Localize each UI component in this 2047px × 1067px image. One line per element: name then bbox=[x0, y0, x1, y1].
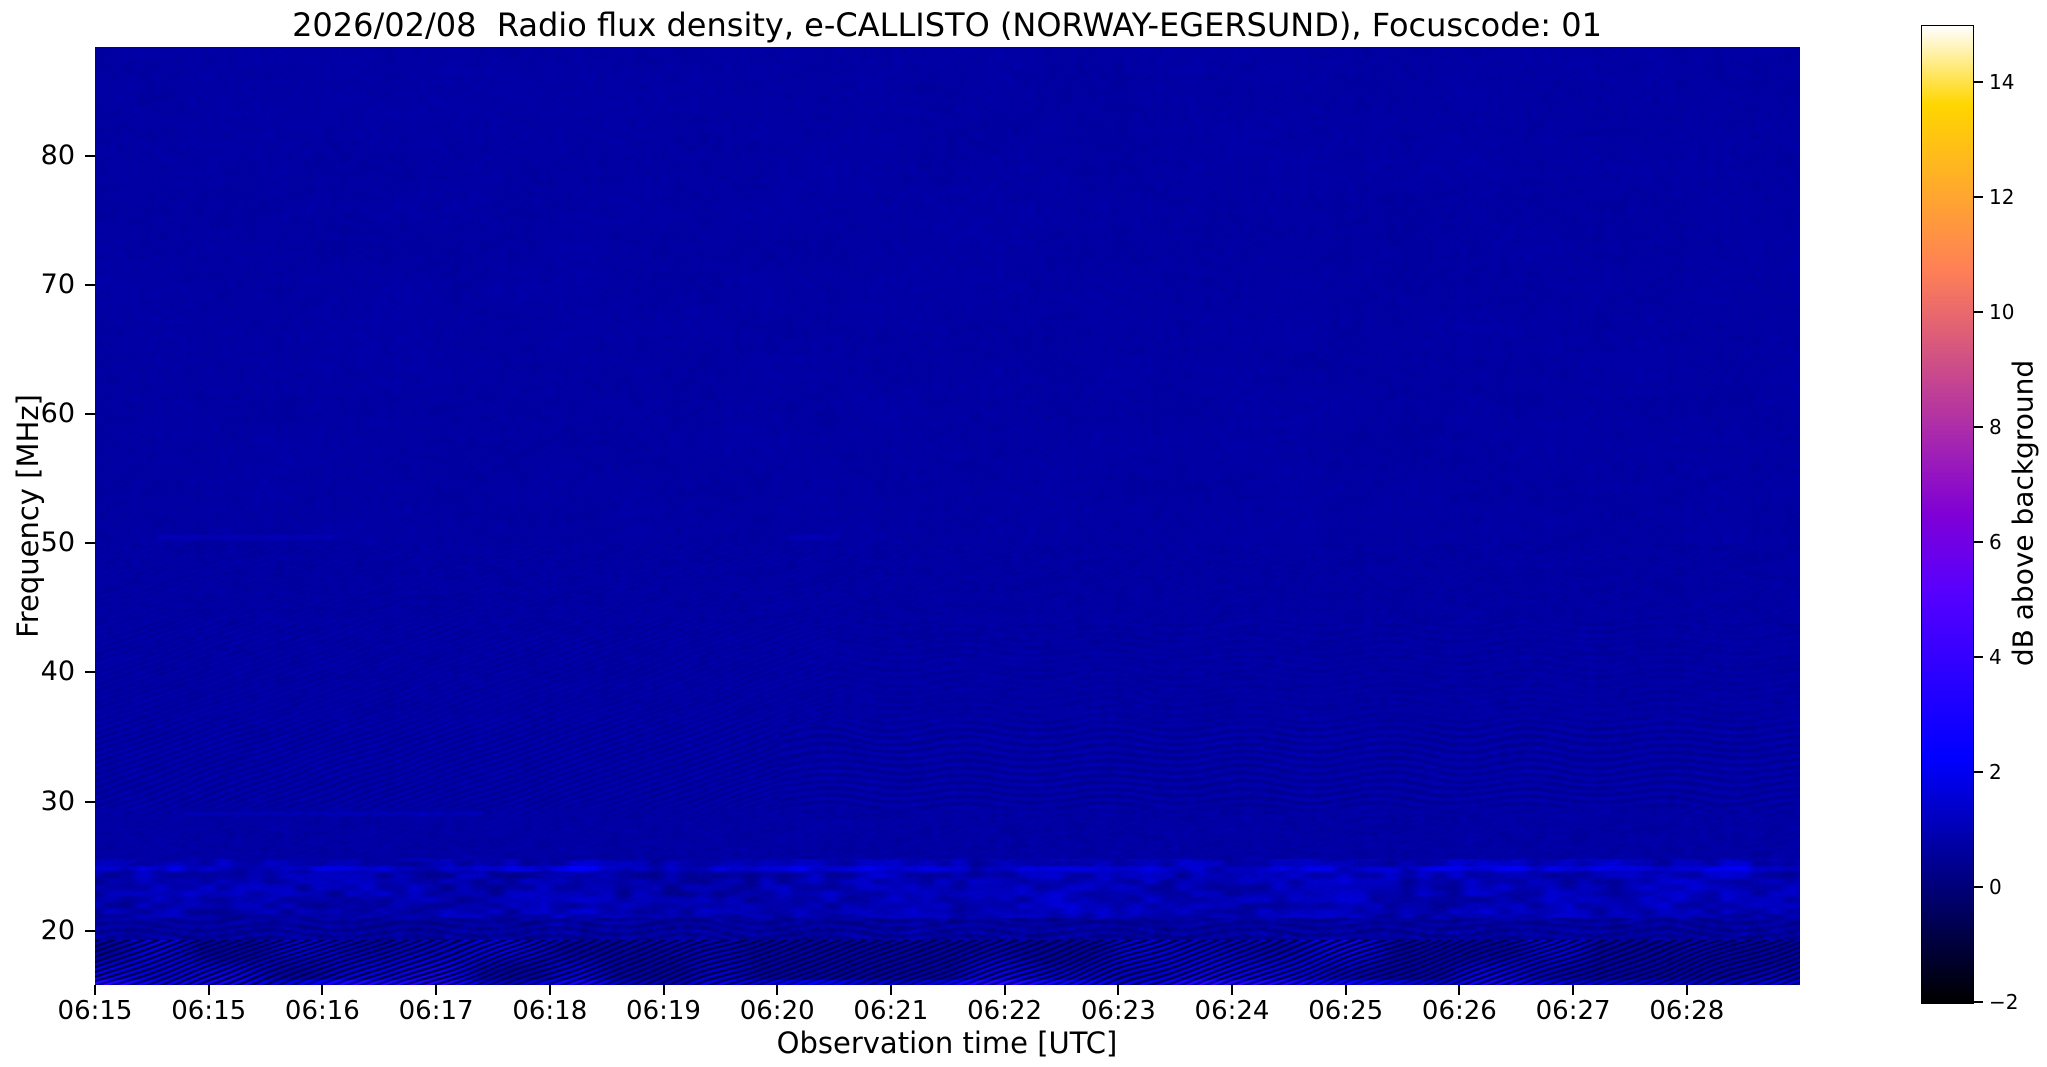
x-tick-mark bbox=[1458, 985, 1461, 995]
y-tick-mark bbox=[85, 412, 95, 415]
colorbar-tick-label: 10 bbox=[1989, 300, 2015, 325]
y-tick-label: 80 bbox=[40, 139, 75, 171]
x-tick-label: 06:20 bbox=[739, 996, 815, 1026]
y-tick-mark bbox=[85, 283, 95, 286]
colorbar-tick-mark bbox=[1974, 81, 1983, 84]
y-tick-mark bbox=[85, 542, 95, 545]
colorbar-tick-mark bbox=[1974, 886, 1983, 889]
x-tick-label: 06:24 bbox=[1194, 996, 1270, 1026]
colorbar-tick-label: 2 bbox=[1989, 760, 2002, 785]
x-tick-label: 06:15 bbox=[171, 996, 247, 1026]
x-tick-label: 06:15 bbox=[57, 996, 133, 1026]
y-tick-label: 60 bbox=[40, 397, 75, 429]
colorbar-tick-label: 0 bbox=[1989, 875, 2002, 900]
x-tick-mark bbox=[207, 985, 210, 995]
colorbar-tick-label: 4 bbox=[1989, 645, 2002, 670]
colorbar-tick-mark bbox=[1974, 771, 1983, 774]
x-tick-mark bbox=[94, 985, 96, 995]
colorbar-tick-mark bbox=[1974, 426, 1983, 429]
colorbar-tick-label: 12 bbox=[1989, 185, 2015, 210]
x-tick-mark bbox=[889, 985, 892, 995]
colorbar-tick-label: 6 bbox=[1989, 530, 2002, 555]
x-tick-mark bbox=[1685, 985, 1688, 995]
x-tick-label: 06:28 bbox=[1649, 996, 1725, 1026]
y-tick-label: 30 bbox=[40, 785, 75, 817]
x-tick-label: 06:17 bbox=[398, 996, 474, 1026]
x-tick-mark bbox=[1003, 985, 1006, 995]
colorbar-tick-mark bbox=[1974, 311, 1983, 314]
x-tick-label: 06:23 bbox=[1080, 996, 1156, 1026]
x-tick-label: 06:18 bbox=[512, 996, 588, 1026]
y-tick-mark bbox=[85, 800, 95, 803]
x-tick-label: 06:22 bbox=[967, 996, 1043, 1026]
x-tick-mark bbox=[662, 985, 665, 995]
colorbar-tick-mark bbox=[1974, 541, 1983, 544]
colorbar-label: dB above background bbox=[2006, 359, 2040, 667]
x-tick-label: 06:25 bbox=[1308, 996, 1384, 1026]
colorbar-gradient bbox=[1921, 25, 1974, 1004]
x-tick-mark bbox=[1572, 985, 1575, 995]
colorbar-tick-mark bbox=[1974, 1001, 1983, 1003]
y-tick-label: 20 bbox=[40, 914, 75, 946]
y-tick-mark bbox=[85, 154, 95, 157]
colorbar-tick-label: 14 bbox=[1989, 70, 2015, 95]
y-tick-mark bbox=[85, 929, 95, 932]
colorbar-tick-label: −2 bbox=[1989, 990, 2019, 1014]
x-tick-mark bbox=[435, 985, 438, 995]
y-tick-label: 40 bbox=[40, 656, 75, 688]
y-axis-label: Frequency [MHz] bbox=[11, 394, 45, 638]
y-tick-label: 50 bbox=[40, 527, 75, 559]
x-axis-label: Observation time [UTC] bbox=[776, 1026, 1118, 1060]
y-tick-label: 70 bbox=[40, 268, 75, 300]
x-tick-mark bbox=[1117, 985, 1120, 995]
x-tick-mark bbox=[1231, 985, 1233, 995]
x-tick-label: 06:19 bbox=[626, 996, 701, 1026]
colorbar-tick-mark bbox=[1974, 656, 1983, 659]
x-tick-label: 06:21 bbox=[853, 996, 929, 1026]
x-tick-mark bbox=[1344, 985, 1347, 995]
colorbar-tick-label: 8 bbox=[1989, 415, 2002, 440]
x-tick-mark bbox=[548, 985, 551, 995]
chart-title: 2026/02/08 Radio flux density, e-CALLIST… bbox=[292, 6, 1602, 44]
x-tick-label: 06:16 bbox=[284, 996, 360, 1026]
x-tick-label: 06:26 bbox=[1421, 996, 1497, 1026]
x-tick-mark bbox=[321, 985, 324, 995]
x-tick-mark bbox=[776, 985, 779, 995]
spectrogram-heatmap bbox=[95, 47, 1800, 985]
colorbar-tick-mark bbox=[1974, 196, 1983, 199]
x-tick-label: 06:27 bbox=[1535, 996, 1611, 1026]
y-tick-mark bbox=[85, 671, 95, 674]
